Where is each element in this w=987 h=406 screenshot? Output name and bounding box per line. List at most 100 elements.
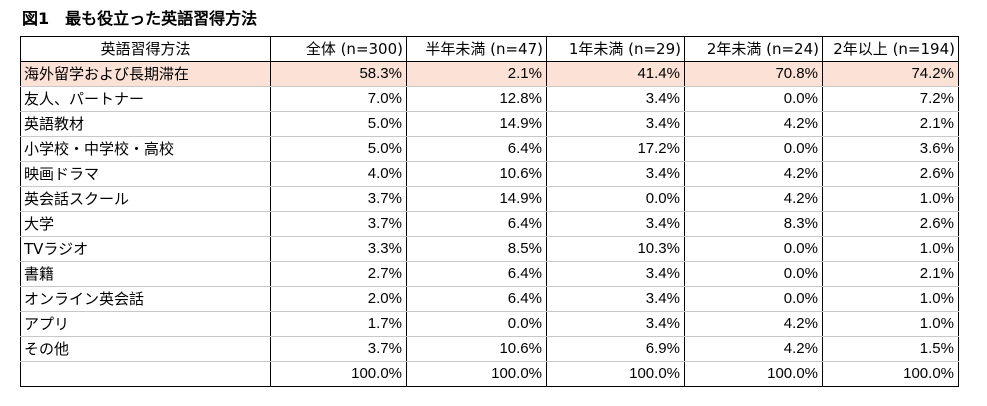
row-label: 映画ドラマ bbox=[20, 161, 271, 187]
row-value: 0.0% bbox=[684, 261, 823, 287]
row-value: 5.0% bbox=[270, 111, 407, 137]
row-label: 大学 bbox=[20, 211, 271, 237]
row-value: 2.6% bbox=[822, 211, 959, 237]
header-row: 英語習得方法 全体 (n=300) 半年未満 (n=47) 1年未満 (n=29… bbox=[20, 36, 959, 62]
row-label: 小学校・中学校・高校 bbox=[20, 136, 271, 162]
row-value: 6.4% bbox=[406, 136, 547, 162]
row-value: 0.0% bbox=[684, 136, 823, 162]
row-value: 7.2% bbox=[822, 86, 959, 112]
table-row: 英会話スクール 3.7% 14.9% 0.0% 4.2% 1.0% bbox=[20, 186, 959, 212]
table-row: アプリ 1.7% 0.0% 3.4% 4.2% 1.0% bbox=[20, 311, 959, 337]
total-label bbox=[20, 361, 271, 387]
row-value: 2.0% bbox=[270, 286, 407, 312]
header-2-years-plus: 2年以上 (n=194) bbox=[822, 36, 959, 62]
total-row: 100.0% 100.0% 100.0% 100.0% 100.0% bbox=[20, 361, 959, 387]
row-value: 6.4% bbox=[406, 211, 547, 237]
table-row: 英語教材 5.0% 14.9% 3.4% 4.2% 2.1% bbox=[20, 111, 959, 137]
row-value: 6.9% bbox=[546, 336, 685, 362]
header-under-1-year: 1年未満 (n=29) bbox=[546, 36, 685, 62]
row-value: 4.2% bbox=[684, 161, 823, 187]
row-value: 2.1% bbox=[822, 261, 959, 287]
row-value: 3.7% bbox=[270, 186, 407, 212]
row-value: 2.1% bbox=[822, 111, 959, 137]
row-value: 12.8% bbox=[406, 86, 547, 112]
row-value: 2.7% bbox=[270, 261, 407, 287]
table-row: TVラジオ 3.3% 8.5% 10.3% 0.0% 1.0% bbox=[20, 236, 959, 262]
row-label: オンライン英会話 bbox=[20, 286, 271, 312]
row-value: 14.9% bbox=[406, 186, 547, 212]
row-value: 7.0% bbox=[270, 86, 407, 112]
row-value: 74.2% bbox=[822, 61, 959, 87]
row-value: 4.0% bbox=[270, 161, 407, 187]
row-value: 1.0% bbox=[822, 186, 959, 212]
total-value: 100.0% bbox=[684, 361, 823, 387]
row-value: 2.1% bbox=[406, 61, 547, 87]
row-value: 10.6% bbox=[406, 161, 547, 187]
table-row: オンライン英会話 2.0% 6.4% 3.4% 0.0% 1.0% bbox=[20, 286, 959, 312]
row-label: その他 bbox=[20, 336, 271, 362]
total-value: 100.0% bbox=[822, 361, 959, 387]
row-value: 3.4% bbox=[546, 86, 685, 112]
row-value: 3.4% bbox=[546, 111, 685, 137]
table-row: 大学 3.7% 6.4% 3.4% 8.3% 2.6% bbox=[20, 211, 959, 237]
table-row: 海外留学および長期滞在 58.3% 2.1% 41.4% 70.8% 74.2% bbox=[20, 61, 959, 87]
header-under-2-years: 2年未満 (n=24) bbox=[684, 36, 823, 62]
row-label: 英会話スクール bbox=[20, 186, 271, 212]
row-value: 1.5% bbox=[822, 336, 959, 362]
row-value: 6.4% bbox=[406, 286, 547, 312]
row-value: 3.6% bbox=[822, 136, 959, 162]
total-value: 100.0% bbox=[270, 361, 407, 387]
row-value: 3.7% bbox=[270, 336, 407, 362]
total-value: 100.0% bbox=[546, 361, 685, 387]
row-label: 海外留学および長期滞在 bbox=[20, 61, 271, 87]
row-value: 3.4% bbox=[546, 261, 685, 287]
row-value: 10.6% bbox=[406, 336, 547, 362]
header-method: 英語習得方法 bbox=[20, 36, 271, 62]
table-row: 小学校・中学校・高校 5.0% 6.4% 17.2% 0.0% 3.6% bbox=[20, 136, 959, 162]
results-table: 英語習得方法 全体 (n=300) 半年未満 (n=47) 1年未満 (n=29… bbox=[20, 36, 959, 387]
row-value: 5.0% bbox=[270, 136, 407, 162]
row-value: 3.4% bbox=[546, 161, 685, 187]
row-value: 3.4% bbox=[546, 286, 685, 312]
row-value: 6.4% bbox=[406, 261, 547, 287]
row-label: 友人、パートナー bbox=[20, 86, 271, 112]
table-row: その他 3.7% 10.6% 6.9% 4.2% 1.5% bbox=[20, 336, 959, 362]
table-body: 海外留学および長期滞在 58.3% 2.1% 41.4% 70.8% 74.2% 友人、パー… bbox=[20, 61, 959, 387]
row-value: 3.3% bbox=[270, 236, 407, 262]
row-value: 14.9% bbox=[406, 111, 547, 137]
row-value: 0.0% bbox=[406, 311, 547, 337]
figure-title: 図1 最も役立った英語習得方法 bbox=[22, 9, 258, 28]
row-value: 3.4% bbox=[546, 311, 685, 337]
row-value: 58.3% bbox=[270, 61, 407, 87]
row-label: 書籍 bbox=[20, 261, 271, 287]
row-value: 3.4% bbox=[546, 211, 685, 237]
row-label: 英語教材 bbox=[20, 111, 271, 137]
row-value: 4.2% bbox=[684, 311, 823, 337]
row-value: 0.0% bbox=[546, 186, 685, 212]
row-value: 3.7% bbox=[270, 211, 407, 237]
row-value: 2.6% bbox=[822, 161, 959, 187]
row-value: 0.0% bbox=[684, 86, 823, 112]
row-value: 8.3% bbox=[684, 211, 823, 237]
row-value: 1.0% bbox=[822, 311, 959, 337]
row-value: 4.2% bbox=[684, 186, 823, 212]
row-value: 0.0% bbox=[684, 236, 823, 262]
row-value: 17.2% bbox=[546, 136, 685, 162]
table-row: 友人、パートナー 7.0% 12.8% 3.4% 0.0% 7.2% bbox=[20, 86, 959, 112]
row-value: 4.2% bbox=[684, 336, 823, 362]
row-value: 4.2% bbox=[684, 111, 823, 137]
row-value: 70.8% bbox=[684, 61, 823, 87]
row-value: 0.0% bbox=[684, 286, 823, 312]
total-value: 100.0% bbox=[406, 361, 547, 387]
row-label: アプリ bbox=[20, 311, 271, 337]
row-value: 8.5% bbox=[406, 236, 547, 262]
row-value: 1.7% bbox=[270, 311, 407, 337]
table-row: 映画ドラマ 4.0% 10.6% 3.4% 4.2% 2.6% bbox=[20, 161, 959, 187]
table-row: 書籍 2.7% 6.4% 3.4% 0.0% 2.1% bbox=[20, 261, 959, 287]
row-value: 10.3% bbox=[546, 236, 685, 262]
header-all: 全体 (n=300) bbox=[270, 36, 407, 62]
row-value: 1.0% bbox=[822, 286, 959, 312]
row-label: TVラジオ bbox=[20, 236, 271, 262]
header-under-half-year: 半年未満 (n=47) bbox=[406, 36, 547, 62]
row-value: 41.4% bbox=[546, 61, 685, 87]
